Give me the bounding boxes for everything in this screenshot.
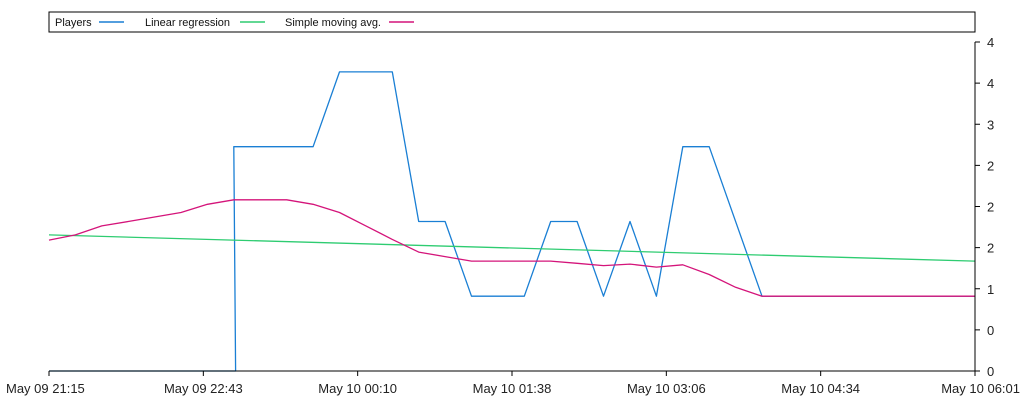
series-line-simple-moving-avg bbox=[48, 199, 975, 297]
x-tick-label: May 10 01:38 bbox=[473, 381, 552, 396]
x-tick-label: May 10 06:01 bbox=[941, 381, 1020, 396]
y-tick-label: 4 bbox=[987, 76, 994, 91]
y-tick-label: 2 bbox=[987, 158, 994, 173]
legend: Players Linear regression Simple moving … bbox=[48, 11, 976, 33]
y-tick-label: 4 bbox=[987, 35, 994, 50]
x-tick-label: May 09 21:15 bbox=[6, 381, 85, 396]
y-ticks: 0 0 1 2 2 2 3 4 4 bbox=[975, 35, 994, 379]
y-tick-label: 2 bbox=[987, 241, 994, 256]
x-tick-label: May 10 00:10 bbox=[318, 381, 397, 396]
series-line-players bbox=[49, 71, 975, 372]
legend-label-simple-moving-avg: Simple moving avg. bbox=[285, 17, 381, 29]
legend-label-players: Players bbox=[55, 17, 92, 29]
x-tick-label: May 10 04:34 bbox=[781, 381, 860, 396]
x-ticks: May 09 21:15 May 09 22:43 May 10 00:10 May … bbox=[6, 371, 1020, 396]
x-tick-label: May 09 22:43 bbox=[164, 381, 243, 396]
series-line-linear-regression bbox=[48, 234, 976, 262]
y-tick-label: 0 bbox=[987, 323, 994, 338]
y-tick-label: 1 bbox=[987, 282, 994, 297]
y-tick-label: 3 bbox=[987, 117, 994, 132]
x-tick-label: May 10 03:06 bbox=[627, 381, 706, 396]
series-layer bbox=[48, 71, 976, 372]
y-tick-label: 0 bbox=[987, 364, 994, 379]
legend-box bbox=[48, 11, 976, 33]
legend-label-linear-regression: Linear regression bbox=[145, 17, 230, 29]
y-tick-label: 2 bbox=[987, 200, 994, 215]
